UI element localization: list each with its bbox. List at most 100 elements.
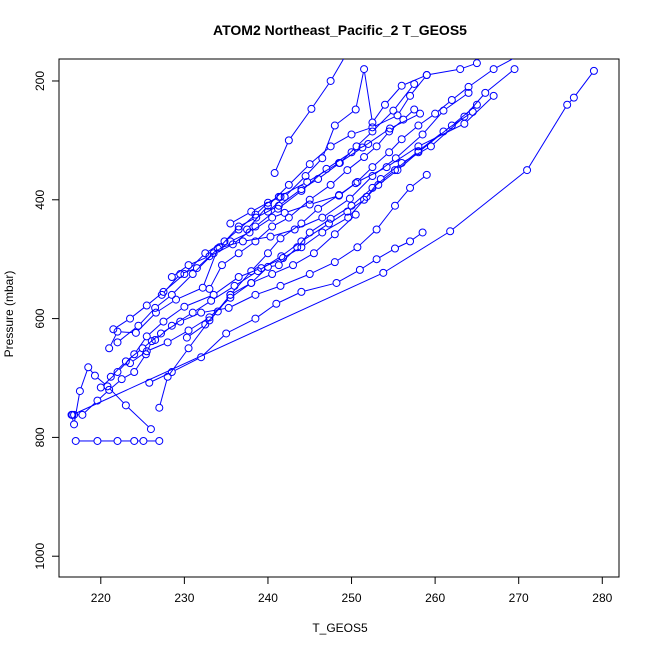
plot-frame — [58, 58, 620, 578]
y-tick-label: 200 — [33, 71, 47, 91]
data-point — [205, 316, 214, 325]
series-segment — [420, 133, 442, 150]
data-point — [447, 95, 456, 104]
series-segment — [112, 363, 124, 375]
data-point — [238, 237, 247, 246]
series-segment — [358, 133, 371, 145]
series-segment — [360, 168, 384, 181]
series-7 — [106, 170, 431, 381]
data-point — [139, 436, 148, 445]
series-6 — [96, 65, 519, 392]
series-segment — [420, 115, 433, 124]
data-point — [247, 278, 256, 287]
data-point — [70, 420, 79, 429]
data-point — [284, 136, 293, 145]
data-point — [472, 59, 481, 68]
series-segment — [257, 228, 270, 240]
data-point — [71, 436, 80, 445]
series-segment — [364, 72, 373, 120]
data-point — [117, 375, 126, 384]
data-point — [326, 214, 335, 223]
series-segment — [471, 70, 492, 86]
series-2 — [67, 363, 155, 434]
data-point — [330, 258, 339, 267]
data-point — [397, 135, 406, 144]
y-tick-label: 600 — [33, 308, 47, 328]
series-segment — [304, 283, 334, 292]
series-segment — [397, 242, 408, 248]
series-segment — [124, 373, 132, 378]
data-point — [289, 261, 298, 270]
data-point — [326, 76, 335, 85]
series-segment — [135, 356, 145, 370]
data-point — [197, 308, 206, 317]
data-point — [385, 124, 394, 133]
data-point — [446, 227, 455, 236]
data-point — [251, 237, 260, 246]
data-point — [348, 42, 355, 49]
data-point — [439, 106, 448, 115]
series-segment — [378, 208, 394, 228]
series-segment — [248, 208, 267, 228]
series-segment — [149, 343, 165, 351]
data-point — [274, 261, 283, 270]
data-point — [268, 213, 277, 222]
series-segment — [275, 266, 291, 274]
data-point — [364, 139, 373, 148]
data-point — [224, 303, 233, 312]
data-point — [105, 385, 114, 394]
series-segment — [119, 327, 136, 341]
series-segment — [359, 231, 375, 246]
series-segment — [396, 190, 409, 204]
data-point — [251, 290, 260, 299]
series-segment — [99, 391, 107, 399]
series-segment — [195, 302, 209, 312]
series-segment — [283, 243, 299, 255]
data-point — [330, 121, 339, 130]
data-point — [347, 201, 356, 210]
series-segment — [128, 350, 141, 360]
data-point — [113, 338, 122, 347]
series-segment — [312, 263, 332, 273]
series-segment — [119, 356, 133, 370]
data-point — [280, 208, 289, 217]
data-point — [345, 194, 354, 203]
series-segment — [163, 322, 178, 333]
series-segment — [287, 205, 307, 213]
series-segment — [337, 111, 354, 124]
series-segment — [280, 192, 299, 207]
series-segment — [270, 187, 287, 204]
series-segment — [128, 407, 149, 428]
data-point — [184, 326, 193, 335]
data-point — [159, 317, 168, 326]
data-point — [293, 243, 302, 252]
data-point — [220, 237, 229, 246]
series-segment — [194, 255, 212, 272]
data-point — [330, 230, 339, 239]
x-tick-label: 240 — [258, 591, 278, 605]
data-point — [414, 147, 423, 156]
series-segment — [116, 320, 128, 328]
data-point — [277, 252, 286, 261]
series-segment — [366, 148, 375, 156]
data-point — [422, 71, 431, 80]
data-point — [180, 302, 189, 311]
data-point — [305, 228, 314, 237]
data-point — [182, 333, 191, 342]
series-segment — [320, 196, 337, 208]
series-segment — [283, 274, 307, 286]
data-point — [372, 142, 381, 151]
data-point — [391, 201, 399, 210]
series-segment — [389, 147, 416, 166]
series-segment — [280, 249, 296, 264]
series-segment — [183, 268, 194, 274]
data-point — [156, 329, 165, 338]
y-axis-label: Pressure (mbar) — [2, 271, 16, 358]
data-point — [309, 249, 318, 258]
data-point — [113, 327, 122, 336]
series-segment — [303, 210, 316, 222]
series-segment — [253, 255, 266, 269]
series-segment — [374, 107, 384, 120]
series-segment — [290, 166, 308, 183]
series-segment — [333, 135, 349, 146]
